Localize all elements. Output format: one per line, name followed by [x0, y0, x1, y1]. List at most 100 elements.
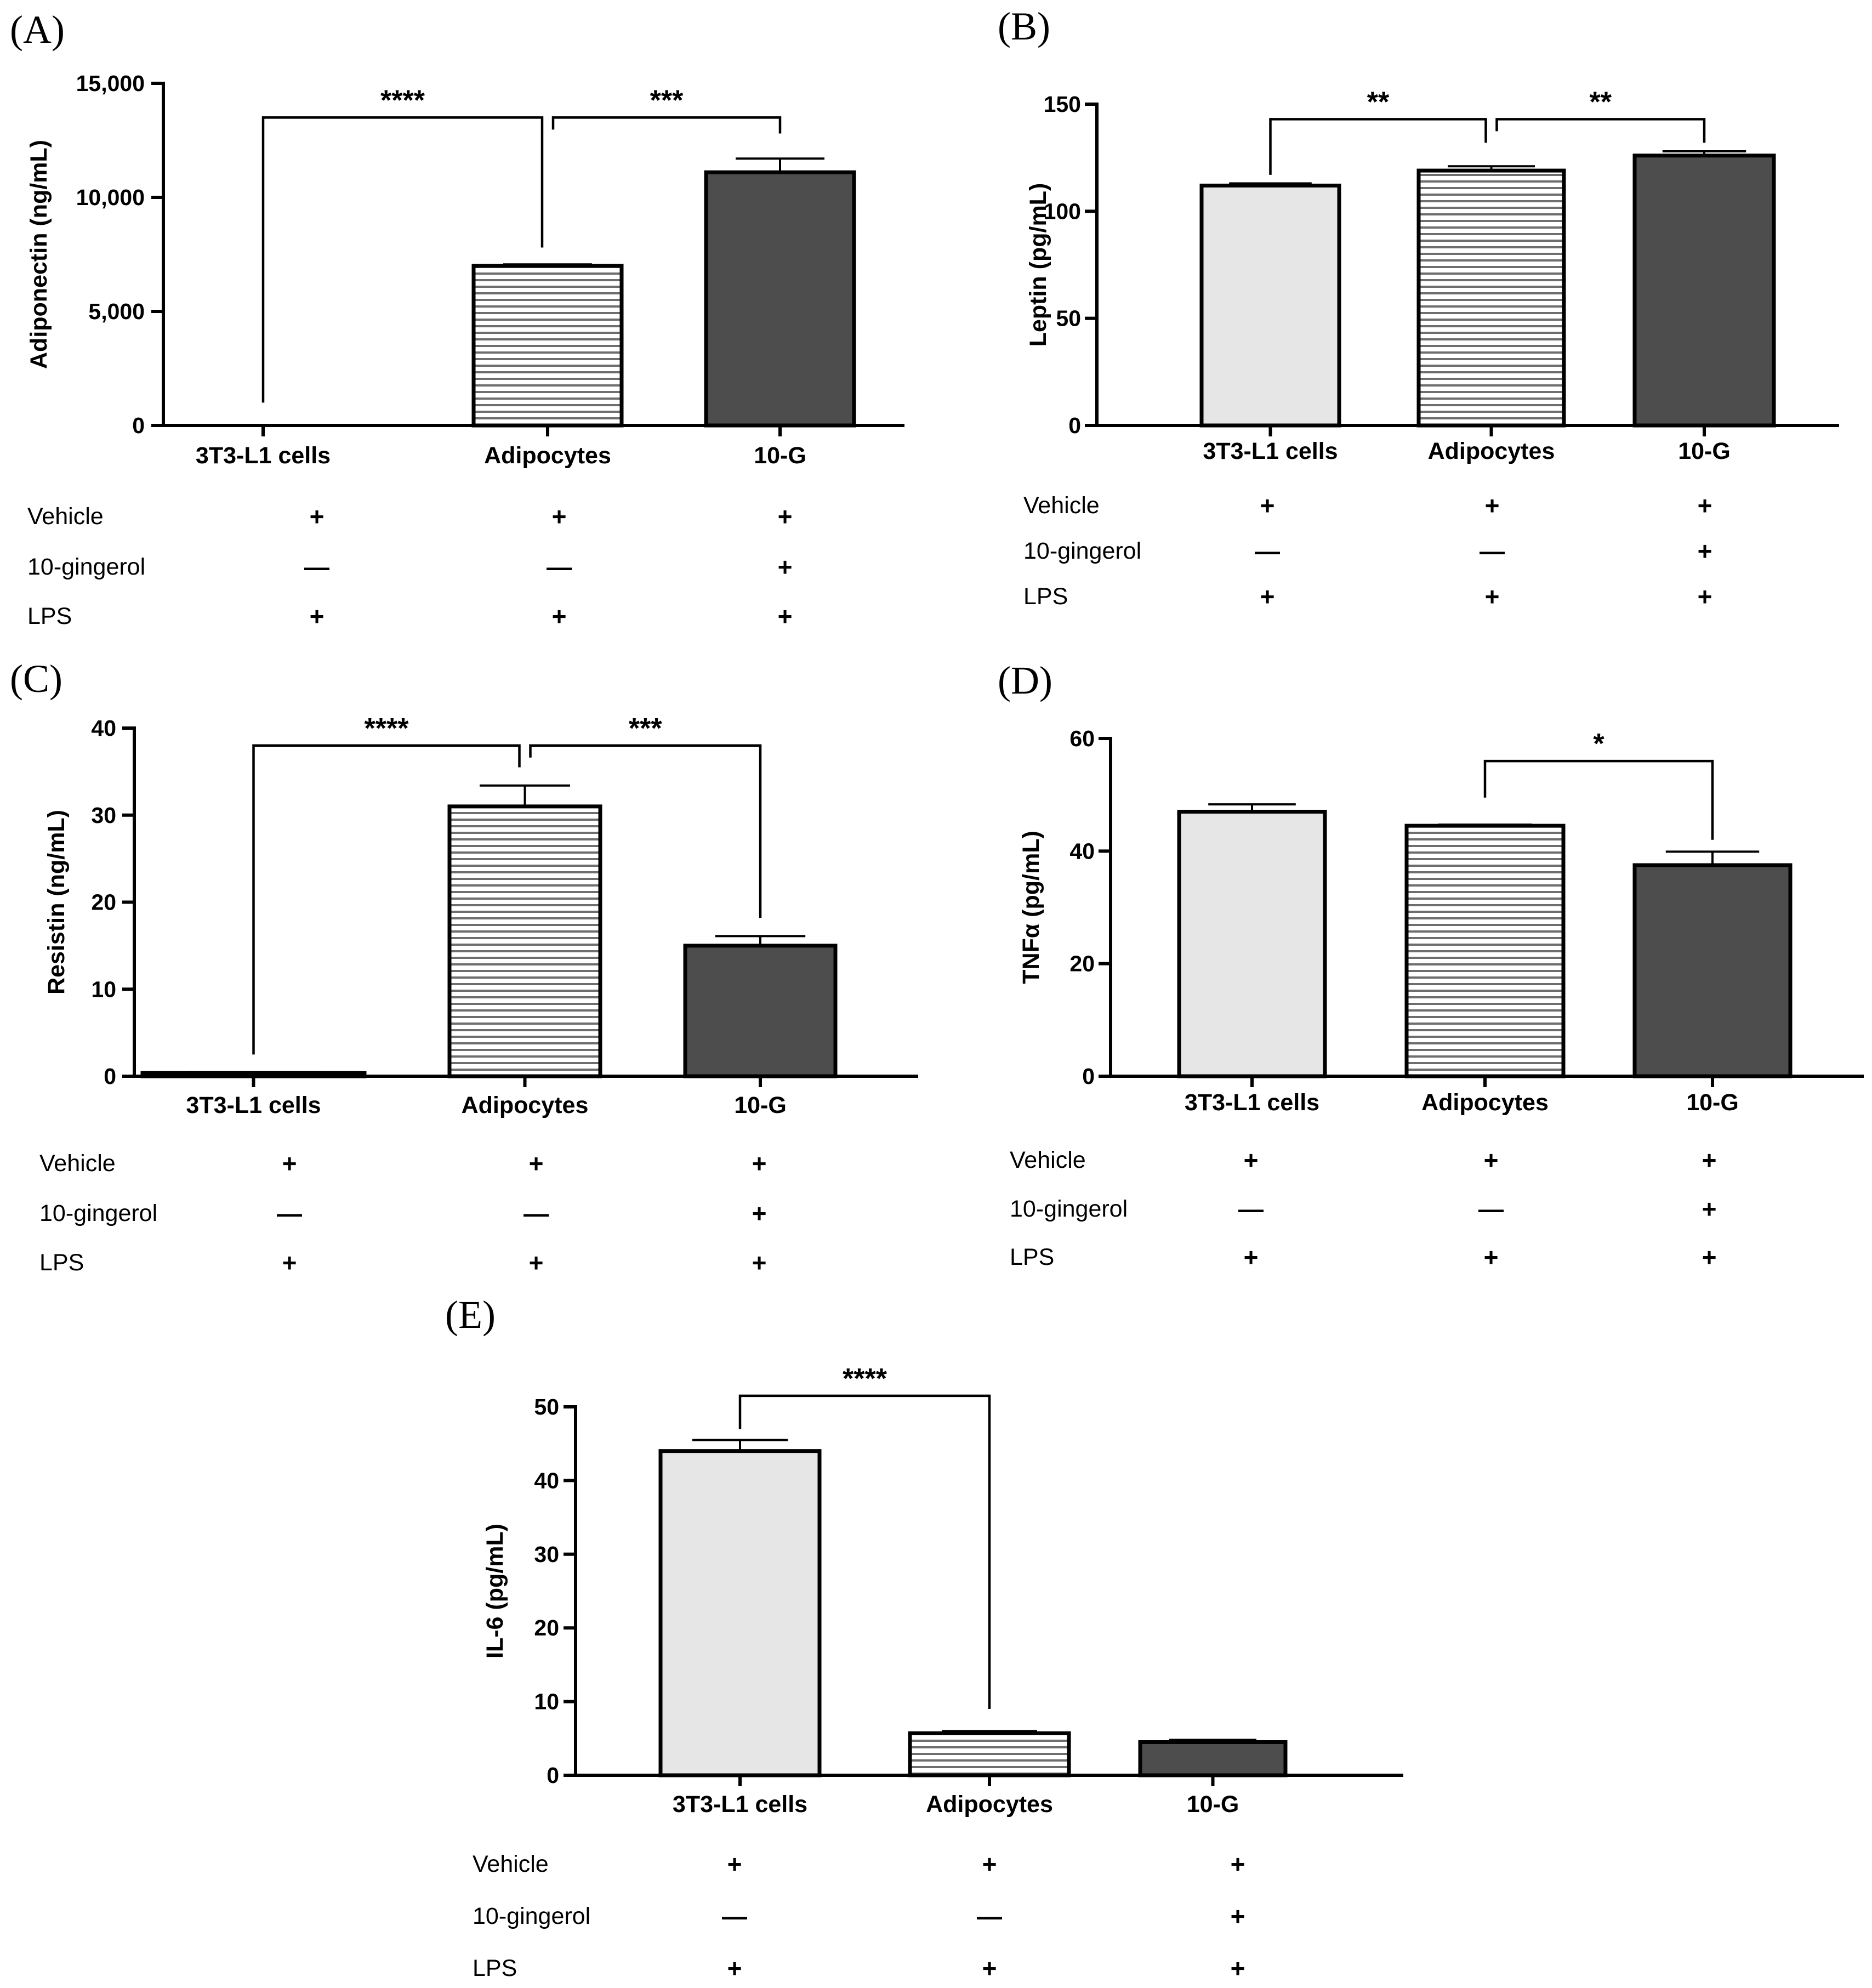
y-tick-label: 40	[1069, 838, 1095, 864]
y-tick-label: 150	[1044, 92, 1081, 117]
treatment-symbol: +	[1484, 1243, 1499, 1271]
bar-1	[658, 1449, 822, 1777]
treatment-row-label: LPS	[27, 603, 72, 629]
treatment-symbol: +	[982, 1954, 997, 1983]
treatment-row-label: 10-gingerol	[1010, 1196, 1128, 1222]
error-bar-1	[1229, 182, 1312, 186]
treatment-symbol: +	[282, 1149, 297, 1178]
significance-bracket	[551, 116, 782, 134]
y-axis-label: IL-6 (pg/mL)	[482, 1524, 508, 1658]
y-tick-label: 100	[1044, 198, 1081, 224]
treatment-symbol: —	[1478, 1195, 1504, 1223]
treatment-symbol: +	[1698, 537, 1712, 565]
significance-bracket	[1483, 759, 1714, 840]
x-tick-label: 10-G	[1686, 1089, 1739, 1116]
error-bar-2	[503, 263, 592, 266]
error-bar-3	[736, 157, 824, 173]
treatment-symbol: —	[547, 553, 572, 581]
treatment-symbol: +	[752, 1149, 767, 1178]
error-bar-2	[1438, 823, 1532, 826]
significance-label: ****	[380, 84, 425, 116]
error-bar-3	[1169, 1739, 1256, 1742]
treatment-symbol: +	[1231, 1850, 1245, 1878]
error-bar-2	[480, 784, 570, 806]
treatment-symbol: +	[982, 1850, 997, 1878]
x-tick-label: 3T3-L1 cells	[673, 1791, 807, 1817]
significance-label: ****	[843, 1363, 887, 1395]
treatment-row-label: LPS	[39, 1249, 84, 1276]
treatment-symbol: +	[1231, 1902, 1245, 1930]
panel-label: (A)	[10, 8, 65, 52]
treatment-symbol: +	[752, 1199, 767, 1228]
treatment-row-label: 10-gingerol	[473, 1903, 590, 1929]
y-tick-label: 50	[534, 1394, 559, 1419]
x-tick-label: 10-G	[1187, 1791, 1239, 1817]
significance-bracket	[738, 1394, 991, 1709]
treatment-symbol: +	[1244, 1146, 1259, 1174]
y-axis-label: Leptin (pg/mL)	[1025, 183, 1051, 347]
y-tick-label: 5,000	[88, 299, 145, 324]
significance-label: **	[1590, 86, 1612, 118]
y-tick-label: 30	[534, 1542, 559, 1567]
treatment-symbol: +	[727, 1954, 742, 1983]
treatment-row-label: Vehicle	[27, 503, 104, 530]
x-tick-label: 3T3-L1 cells	[196, 442, 331, 469]
x-tick-label: Adipocytes	[1421, 1089, 1549, 1116]
x-tick-label: 3T3-L1 cells	[186, 1092, 321, 1118]
error-bar-3	[1665, 850, 1760, 865]
treatment-row-label: Vehicle	[473, 1851, 549, 1877]
bar-2	[908, 1731, 1071, 1777]
treatment-symbol: +	[529, 1149, 544, 1178]
y-tick-label: 10,000	[76, 185, 145, 210]
treatment-row-label: 10-gingerol	[27, 554, 145, 580]
treatment-symbol: —	[1238, 1195, 1264, 1223]
treatment-symbol: +	[1260, 582, 1275, 611]
treatment-row-label: Vehicle	[1010, 1147, 1086, 1173]
bar-3	[683, 944, 838, 1078]
treatment-symbol: —	[977, 1902, 1002, 1930]
significance-bracket	[529, 744, 762, 918]
x-tick-label: Adipocytes	[484, 442, 611, 469]
y-tick-label: 15,000	[76, 71, 145, 96]
x-tick-label: 3T3-L1 cells	[1185, 1089, 1319, 1116]
error-bar-1	[1208, 803, 1296, 812]
treatment-symbol: —	[1255, 537, 1280, 565]
significance-bracket	[252, 744, 521, 1055]
error-bar-1	[187, 1071, 320, 1073]
treatment-symbol: —	[277, 1199, 302, 1228]
y-tick-label: 0	[1082, 1064, 1095, 1089]
treatment-symbol: +	[552, 602, 567, 631]
error-bar-2	[942, 1730, 1037, 1734]
treatment-row-label: Vehicle	[39, 1150, 116, 1177]
bar-3	[704, 170, 856, 428]
treatment-symbol: +	[1260, 491, 1275, 520]
bar-1	[1177, 809, 1327, 1078]
y-tick-label: 10	[91, 976, 116, 1002]
panel-label: (C)	[10, 657, 62, 701]
bar-2	[471, 264, 624, 428]
treatment-symbol: +	[1702, 1195, 1717, 1223]
bar-3	[1632, 863, 1793, 1078]
y-tick-label: 0	[132, 413, 145, 438]
treatment-symbol: +	[1702, 1243, 1717, 1271]
error-bar-2	[1448, 165, 1535, 171]
panel-c-resistin: (C) 0 10 20 30 40 3T3-L1 cells Adipocytes 10-G Re…	[10, 657, 918, 1277]
y-tick-label: 0	[547, 1763, 559, 1788]
treatment-symbol: —	[722, 1902, 747, 1930]
treatment-symbol: +	[552, 502, 567, 531]
panel-e-il-6: (E) 0 10 20 30 40 50 3T3-L1 cells Adipocytes 10-G…	[445, 1293, 1403, 1983]
treatment-symbol: +	[1244, 1243, 1259, 1271]
bar-1	[1199, 183, 1341, 428]
y-tick-label: 40	[91, 715, 116, 741]
bar-3	[1138, 1740, 1288, 1777]
bar-2	[447, 804, 602, 1078]
x-tick-label: Adipocytes	[1428, 438, 1555, 464]
treatment-symbol: +	[1702, 1146, 1717, 1174]
treatment-symbol: +	[778, 602, 793, 631]
x-tick-label: Adipocytes	[462, 1092, 589, 1118]
treatment-symbol: +	[752, 1248, 767, 1277]
y-axis-label: Resistin (ng/mL)	[43, 810, 70, 995]
y-tick-label: 50	[1056, 306, 1081, 331]
panel-label: (B)	[998, 4, 1050, 48]
